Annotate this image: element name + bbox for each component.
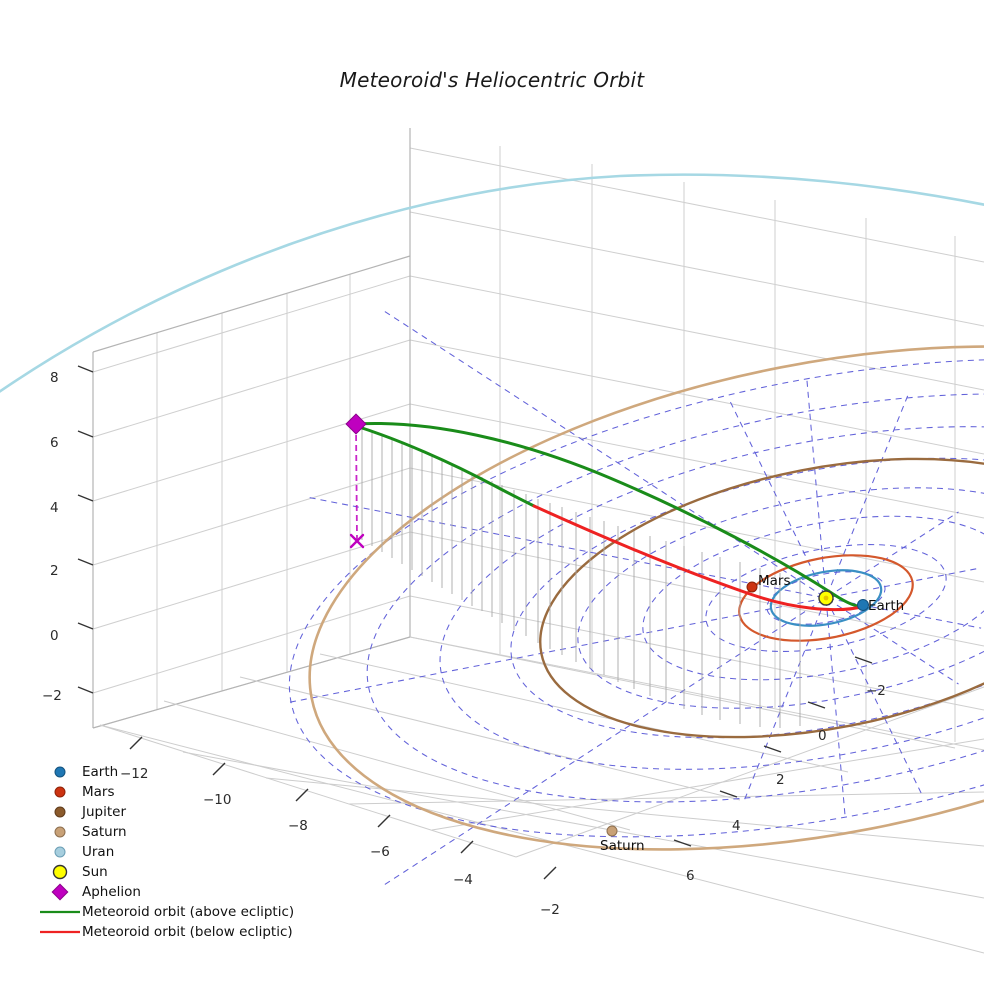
earth-marker: [857, 599, 869, 611]
legend-marker-dot-icon: [38, 802, 82, 822]
axes-box-outline: [92, 128, 411, 729]
chart-title: Meteoroid's Heliocentric Orbit: [339, 68, 645, 92]
legend-marker-dot-icon: [38, 782, 82, 802]
meteoroid-orbit-below-ecliptic: [532, 504, 868, 612]
legend-item-label: Uran: [82, 844, 115, 860]
legend-item-label: Mars: [82, 784, 115, 800]
legend-item[interactable]: Saturn: [38, 822, 338, 842]
axis-tick-label-y: 6: [686, 868, 695, 884]
legend-item-label: Meteoroid orbit (above ecliptic): [82, 904, 295, 920]
mars-marker: [746, 581, 758, 593]
axis-tick-label-y: 0: [818, 728, 827, 744]
legend-marker-dot-icon: [38, 762, 82, 782]
axis-tick-label-y: 4: [732, 818, 741, 834]
axis-tick-label-x: −8: [288, 818, 308, 834]
saturn-marker: [606, 825, 618, 837]
legend-marker-diamond-icon: [38, 882, 82, 902]
body-label-saturn: Saturn: [600, 838, 645, 854]
axis-tick-label-z: 6: [50, 435, 59, 451]
orbit-jupiter: [539, 457, 984, 739]
axis-tick-label-y: −2: [866, 683, 886, 699]
body-label-mars: Mars: [758, 573, 791, 589]
legend-item-label: Earth: [82, 764, 119, 780]
aphelion-drop-line: [355, 424, 358, 541]
axis-tick-label-x: −6: [370, 844, 390, 860]
legend-marker-dot-icon: [38, 822, 82, 842]
meteoroid-orbit-above-ecliptic-inbound: [354, 424, 536, 508]
axis-tick-label-z: 2: [50, 563, 59, 579]
legend-item[interactable]: Aphelion: [38, 882, 338, 902]
aphelion-projection-marker: [349, 533, 365, 549]
orbit-uranus: [0, 173, 984, 393]
legend-marker-line-icon: [38, 902, 82, 922]
aphelion-marker: [345, 413, 367, 435]
legend-item-label: Meteoroid orbit (below ecliptic): [82, 924, 293, 940]
orbit-saturn: [308, 345, 984, 851]
legend-marker-sun-icon: [38, 862, 82, 882]
axis-tick-label-z: −2: [42, 688, 62, 704]
legend-item[interactable]: Mars: [38, 782, 338, 802]
axis-tick-label-x: −10: [203, 792, 232, 808]
axis-tick-marks: [77, 365, 873, 880]
legend-item-label: Sun: [82, 864, 108, 880]
axis-tick-label-x: −12: [120, 766, 149, 782]
legend-item[interactable]: Meteoroid orbit (below ecliptic): [38, 922, 338, 942]
legend-item[interactable]: Jupiter: [38, 802, 338, 822]
orbit-earth: [769, 569, 883, 627]
axis-tick-label-x: −2: [540, 902, 560, 918]
legend-marker-line-icon: [38, 922, 82, 942]
axis-tick-label-z: 8: [50, 370, 59, 386]
sun-marker: [818, 590, 834, 606]
axis-tick-label-z: 4: [50, 500, 59, 516]
legend-item[interactable]: Sun: [38, 862, 338, 882]
axes-left-wall-grid: [92, 256, 411, 729]
chart-legend: Earth Mars Jupiter Saturn Uran Sun Aphelion Met…: [38, 762, 338, 942]
legend-item-label: Saturn: [82, 824, 127, 840]
legend-item[interactable]: Uran: [38, 842, 338, 862]
body-label-earth: Earth: [868, 598, 905, 614]
legend-item-label: Jupiter: [82, 804, 127, 820]
legend-marker-dot-icon: [38, 842, 82, 862]
axis-tick-label-x: −4: [453, 872, 473, 888]
legend-item-label: Aphelion: [82, 884, 141, 900]
meteoroid-drop-lines: [361, 428, 801, 728]
ecliptic-floor-grid: [99, 636, 984, 954]
axis-tick-label-y: 2: [776, 772, 785, 788]
legend-item[interactable]: Earth: [38, 762, 338, 782]
legend-item[interactable]: Meteoroid orbit (above ecliptic): [38, 902, 338, 922]
meteoroid-orbit-above-ecliptic: [354, 422, 868, 608]
axis-tick-label-z: 0: [50, 628, 59, 644]
